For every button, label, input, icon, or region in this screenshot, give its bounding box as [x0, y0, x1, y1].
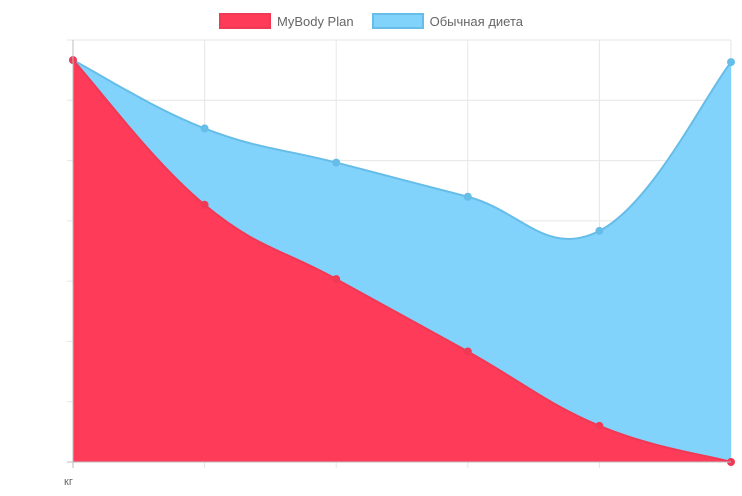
data-point-series-1: [595, 421, 604, 430]
data-point-series-0: [332, 158, 341, 167]
legend-label-mybody: MyBody Plan: [276, 13, 354, 29]
chart-legend: MyBody Plan Обычная диета: [0, 10, 742, 32]
legend-label-regular-diet: Обычная диета: [429, 13, 523, 29]
data-point-series-0: [595, 226, 604, 235]
data-point-series-1: [200, 200, 209, 209]
legend-item-mybody[interactable]: MyBody Plan: [218, 13, 354, 29]
legend-swatch-regular-diet: [371, 13, 424, 29]
chart-areas: [72, 59, 732, 463]
data-point-series-0: [463, 192, 472, 201]
data-point-series-1: [332, 275, 341, 284]
data-point-series-0: [727, 58, 735, 67]
series-line-1: [72, 59, 732, 463]
series-line-0: [72, 59, 732, 240]
data-point-series-0: [200, 124, 209, 133]
legend-swatch-mybody: [218, 13, 271, 29]
legend-item-regular-diet[interactable]: Обычная диета: [371, 13, 523, 29]
data-point-series-1: [463, 347, 472, 356]
series-area-1: [73, 60, 731, 462]
y-axis-unit-label: кг: [64, 476, 73, 488]
chart-axes: [67, 40, 731, 468]
